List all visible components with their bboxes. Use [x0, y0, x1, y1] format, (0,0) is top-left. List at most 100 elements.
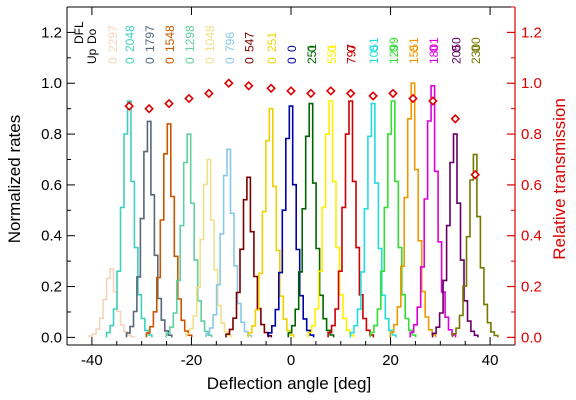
transmission-point	[204, 88, 214, 99]
histogram-series-5	[185, 158, 233, 338]
annotation-down-13: 0	[367, 45, 381, 52]
annotation-down-5: 1048	[203, 25, 217, 52]
annotation-down-7: 547	[243, 32, 257, 52]
x-tick-label: 0	[287, 352, 295, 369]
histogram-layer	[88, 82, 499, 338]
x-tick-label: 20	[382, 352, 399, 369]
transmission-point	[388, 88, 398, 99]
histogram-series-8	[247, 107, 295, 338]
histogram-series-15	[389, 82, 437, 338]
y-tick-label: 1.0	[41, 75, 62, 92]
histogram-series-2	[125, 120, 173, 338]
transmission-point	[450, 113, 461, 124]
transmission-point	[144, 103, 154, 114]
y2-tick-label: 0.6	[521, 177, 542, 194]
histogram-series-9	[267, 105, 315, 338]
annotation-up-3: 0	[163, 57, 177, 64]
y2-tick-label: 0.8	[521, 126, 542, 143]
histogram-series-7	[225, 176, 273, 338]
annotation-down-12: 0	[345, 45, 359, 52]
annotation-up-16: 1801	[427, 37, 441, 64]
annotation-down-3: 1548	[163, 25, 177, 52]
transmission-point	[325, 86, 336, 96]
annotation-down-1: 2048	[123, 25, 137, 52]
annotation-up-4: 0	[183, 57, 197, 64]
y2-tick-label: 0.4	[521, 228, 542, 245]
annotation-down-18: 0	[469, 45, 483, 52]
annotation-up-2: 0	[143, 57, 157, 64]
histogram-series-18	[451, 153, 499, 338]
x-tick-label: -20	[181, 352, 203, 369]
annotation-up-7: 0	[243, 57, 257, 64]
histogram-series-4	[165, 133, 213, 338]
header-label-dfl: DFL	[72, 21, 86, 44]
annotation-down-8: 251	[265, 32, 279, 52]
annotation-down-16: 0	[427, 45, 441, 52]
header-label-do: Do	[85, 28, 99, 44]
y-tick-label: 0.2	[41, 279, 62, 296]
annotation-layer: DFLUpDo022970204801797015480129801048079…	[72, 21, 483, 64]
x-axis-label: Deflection angle [deg]	[207, 374, 371, 393]
annotation-up-8: 0	[265, 57, 279, 64]
transmission-point	[368, 91, 378, 101]
transmission-point	[164, 98, 174, 109]
annotation-down-17: 0	[449, 45, 463, 52]
annotation-up-0: 0	[106, 57, 120, 64]
transmission-point	[306, 88, 316, 99]
annotation-up-9: 0	[285, 57, 299, 64]
y2-tick-label: 0.0	[521, 329, 542, 346]
annotation-down-11: 0	[325, 45, 339, 52]
annotation-up-12: 797	[345, 44, 359, 64]
y-tick-label: 1.2	[41, 24, 62, 41]
annotation-down-10: 0	[305, 45, 319, 52]
annotation-up-10: 251	[305, 44, 319, 64]
histogram-series-14	[369, 100, 417, 338]
y-tick-label: 0.8	[41, 126, 62, 143]
transmission-point	[470, 169, 481, 180]
histogram-series-12	[327, 100, 375, 338]
transmission-point	[408, 93, 418, 104]
annotation-up-18: 2300	[469, 37, 483, 64]
annotation-down-14: 0	[387, 45, 401, 52]
transmission-point	[184, 93, 194, 104]
x-tick-label: 40	[482, 352, 499, 369]
annotation-up-17: 2050	[449, 37, 463, 64]
transmission-point	[428, 96, 438, 106]
annotation-up-13: 1051	[367, 37, 381, 64]
y-axis-label: Normalized rates	[5, 115, 24, 244]
histogram-series-1	[105, 100, 153, 338]
annotation-down-0: 2297	[106, 25, 120, 52]
transmission-point	[124, 101, 135, 111]
annotation-down-4: 1298	[183, 25, 197, 52]
transmission-point	[345, 88, 356, 99]
transmission-layer	[124, 78, 481, 180]
y2-tick-label: 1.2	[521, 24, 542, 41]
histogram-series-10	[287, 102, 335, 338]
annotation-up-14: 1299	[387, 37, 401, 64]
histogram-series-6	[205, 148, 253, 338]
annotation-up-15: 1551	[407, 37, 421, 64]
annotation-up-5: 0	[203, 57, 217, 64]
y2-axis-label: Relative transmission	[550, 98, 569, 260]
histogram-series-11	[307, 100, 355, 338]
y2-tick-label: 1.0	[521, 75, 542, 92]
annotation-down-15: 0	[407, 45, 421, 52]
histogram-series-13	[349, 102, 397, 338]
histogram-series-17	[431, 133, 479, 338]
annotation-up-1: 0	[123, 57, 137, 64]
annotation-down-2: 1797	[143, 25, 157, 52]
transmission-point	[266, 83, 276, 94]
y-tick-label: 0.4	[41, 228, 62, 245]
transmission-point	[286, 86, 296, 96]
annotation-up-11: 551	[325, 44, 339, 64]
header-label-up: Up	[85, 48, 99, 64]
histogram-series-16	[409, 85, 457, 338]
axes-layer: -40 -20 0 20 40 0.0 0.2 0.4 0.6 0.8 1.0 1.2 0.0 0.2 0.…	[41, 6, 542, 369]
histogram-series-3	[145, 123, 193, 338]
annotation-up-6: 0	[223, 57, 237, 64]
annotation-down-9: 0	[285, 45, 299, 52]
annotation-down-6: 796	[223, 32, 237, 52]
y-tick-label: 0.6	[41, 177, 62, 194]
y-tick-label: 0.0	[41, 329, 62, 346]
